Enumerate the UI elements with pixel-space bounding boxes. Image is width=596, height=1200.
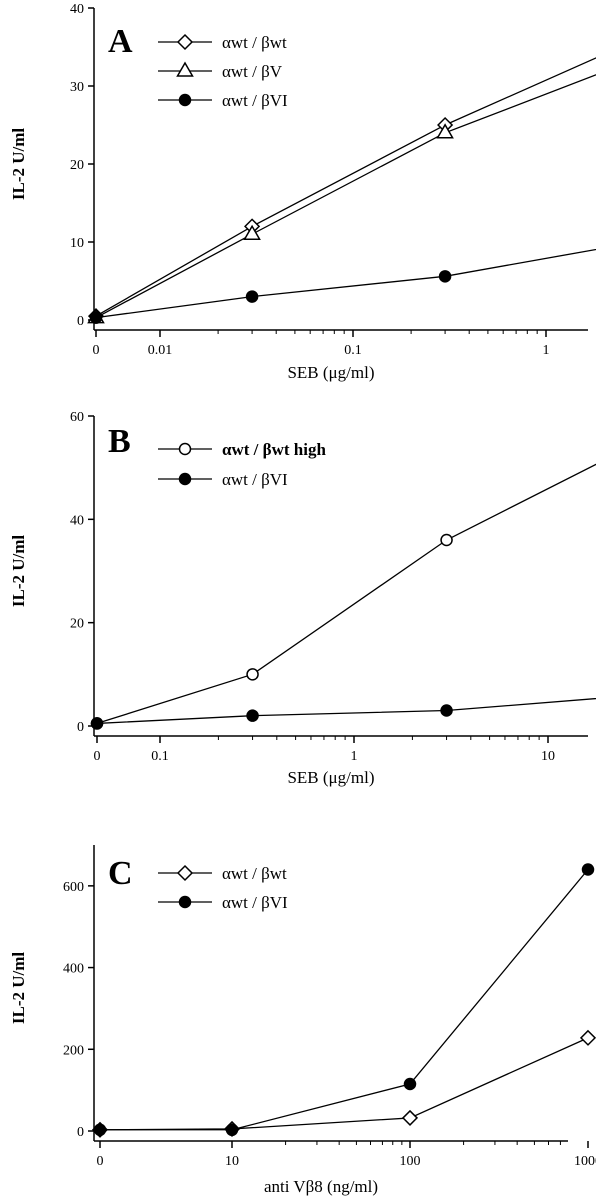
data-point: [243, 224, 261, 240]
panel-A: 0 10 20 30 40 0 0.01 0.1 1 SEB (μg/ml) IL-2 U/ml A α…: [9, 2, 596, 382]
series-line: [96, 463, 596, 725]
y-tick-label: 400: [63, 962, 84, 977]
x-axis-label: SEB (μg/ml): [287, 768, 374, 787]
panel-B: 0 20 40 60 0 0.1 1 10 SEB (μg/ml) IL-2 U/ml B αwt /…: [9, 410, 596, 787]
data-point: [440, 704, 453, 717]
legend: αwt / βwt high αwt / βVI: [158, 440, 326, 489]
y-tick-label: 0: [77, 314, 84, 329]
legend-marker: [178, 895, 192, 909]
panel-label: C: [108, 855, 133, 892]
legend-entry: αwt / βVI: [222, 470, 288, 489]
y-tick-label: 600: [63, 880, 84, 895]
y-tick-label: 0: [77, 1125, 84, 1140]
data-point: [440, 533, 453, 547]
x-tick-label: 0: [93, 343, 100, 358]
data-point: [436, 123, 454, 139]
y-tick-label: 10: [70, 236, 84, 251]
data-point: [93, 1123, 107, 1137]
legend-entry: αwt / βwt high: [222, 440, 326, 459]
y-tick-label: 30: [70, 80, 84, 95]
y-tick-label: 60: [70, 410, 84, 425]
panel-C: 0 200 400 600 0 10 100 1000 anti Vβ8 (ng/ml) IL-2…: [9, 845, 596, 1196]
y-tick-label: 40: [70, 2, 84, 17]
legend-entry: αwt / βwt: [222, 864, 287, 883]
legend-marker: [176, 864, 194, 882]
data-point: [438, 270, 452, 283]
y-tick-label: 200: [63, 1043, 84, 1058]
panel-label: B: [108, 423, 131, 460]
data-point: [246, 709, 259, 722]
x-tick-label: 10: [541, 749, 555, 764]
legend-marker: [178, 442, 192, 456]
x-axis-label: SEB (μg/ml): [287, 363, 374, 382]
x-tick-label: 0: [94, 749, 101, 764]
data-point: [581, 863, 595, 876]
series-line: [99, 1037, 589, 1131]
x-tick-label: 0: [97, 1154, 104, 1169]
legend-entry: αwt / βVI: [222, 91, 288, 110]
legend-marker: [176, 61, 194, 77]
legend: αwt / βwt αwt / βVI: [158, 864, 288, 912]
x-tick-label: 1000: [574, 1154, 596, 1169]
series-line: [100, 869, 589, 1131]
x-tick-label: 1: [351, 749, 358, 764]
y-axis-label: IL-2 U/ml: [9, 128, 28, 201]
series-line: [95, 57, 596, 317]
legend-marker: [176, 33, 194, 51]
data-point: [90, 717, 104, 730]
data-point: [246, 668, 259, 681]
x-tick-label: 0.01: [148, 343, 173, 358]
panel-label: A: [108, 23, 133, 60]
data-point: [89, 311, 103, 324]
legend: αwt / βwt αwt / βV αwt / βVI: [158, 33, 288, 110]
y-tick-label: 20: [70, 617, 84, 632]
data-point: [245, 290, 259, 303]
data-point: [579, 1029, 596, 1046]
y-axis-label: IL-2 U/ml: [9, 535, 28, 608]
data-point: [401, 1109, 419, 1126]
data-point: [225, 1123, 239, 1137]
y-tick-label: 0: [77, 720, 84, 735]
x-tick-label: 1: [543, 343, 550, 358]
legend-entry: αwt / βV: [222, 62, 283, 81]
data-point: [403, 1077, 417, 1091]
x-tick-label: 0.1: [151, 749, 169, 764]
series-line: [96, 697, 596, 725]
legend-marker: [178, 472, 192, 486]
x-tick-label: 10: [225, 1154, 239, 1169]
legend-entry: αwt / βwt: [222, 33, 287, 52]
series-line: [95, 74, 596, 319]
y-tick-label: 40: [70, 513, 84, 528]
y-axis-label: IL-2 U/ml: [9, 952, 28, 1025]
x-tick-label: 0.1: [344, 343, 362, 358]
legend-entry: αwt / βVI: [222, 893, 288, 912]
x-tick-label: 100: [400, 1154, 421, 1169]
x-axis-label: anti Vβ8 (ng/ml): [264, 1177, 378, 1196]
legend-marker: [178, 93, 192, 107]
y-tick-label: 20: [70, 158, 84, 173]
series-line: [95, 248, 596, 319]
